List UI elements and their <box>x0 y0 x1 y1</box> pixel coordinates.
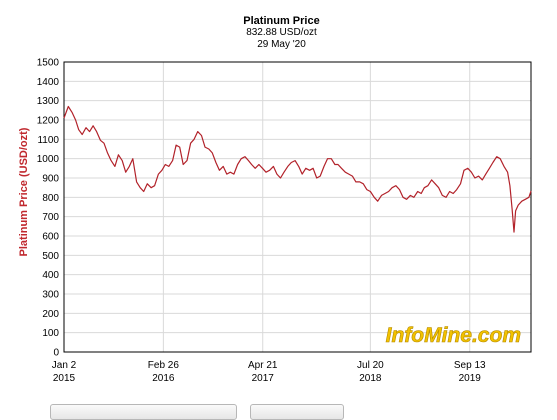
x-tick-label: Sep 13 <box>454 360 486 371</box>
y-tick-label: 200 <box>42 309 59 320</box>
x-tick-label: Jul 20 <box>357 360 384 371</box>
x-tick-year: 2018 <box>359 373 382 384</box>
y-tick-label: 1200 <box>37 116 60 127</box>
price-date: 29 May '20 <box>257 39 306 50</box>
y-axis-ticks: 0 100 200 300 400 500 600 700 800 900 1000 1100 1200… <box>37 58 60 359</box>
x-tick-label: Apr 21 <box>248 360 278 371</box>
y-tick-label: 800 <box>42 193 59 204</box>
y-axis-label: Platinum Price (USD/ozt) <box>18 127 30 256</box>
y-tick-label: 0 <box>53 348 59 359</box>
y-tick-label: 1100 <box>37 135 59 146</box>
y-tick-label: 400 <box>42 270 59 281</box>
x-tick-label: Feb 26 <box>148 360 180 371</box>
x-tick-year: 2016 <box>152 373 175 384</box>
infomine-watermark: InfoMine.com <box>386 324 521 347</box>
x-axis-ticks: Jan 2 2015 Feb 26 2016 Apr 21 2017 Jul 20 2018 S… <box>52 360 486 384</box>
y-tick-label: 1500 <box>37 58 60 69</box>
x-tick-year: 2019 <box>459 373 482 384</box>
y-tick-label: 900 <box>42 174 59 185</box>
y-tick-label: 1300 <box>37 96 60 107</box>
plot-area <box>63 61 532 353</box>
chart-header: Platinum Price 832.88 USD/ozt 29 May '20 <box>60 15 503 51</box>
current-price: 832.88 USD/ozt <box>246 27 317 38</box>
currency-select[interactable] <box>250 404 344 420</box>
y-tick-label: 500 <box>42 251 59 262</box>
y-tick-label: 700 <box>42 212 59 223</box>
x-tick-year: 2015 <box>53 373 76 384</box>
price-line-series <box>63 105 532 233</box>
x-tick-label: Jan 2 <box>52 360 77 371</box>
y-tick-label: 1000 <box>37 154 60 165</box>
chart-title: Platinum Price <box>243 15 320 27</box>
y-tick-label: 100 <box>42 328 59 339</box>
y-tick-label: 300 <box>42 290 59 301</box>
period-select[interactable] <box>50 404 237 420</box>
grid-lines <box>63 61 531 353</box>
y-tick-label: 1400 <box>37 77 60 88</box>
x-tick-year: 2017 <box>252 373 275 384</box>
y-tick-label: 600 <box>42 232 59 243</box>
